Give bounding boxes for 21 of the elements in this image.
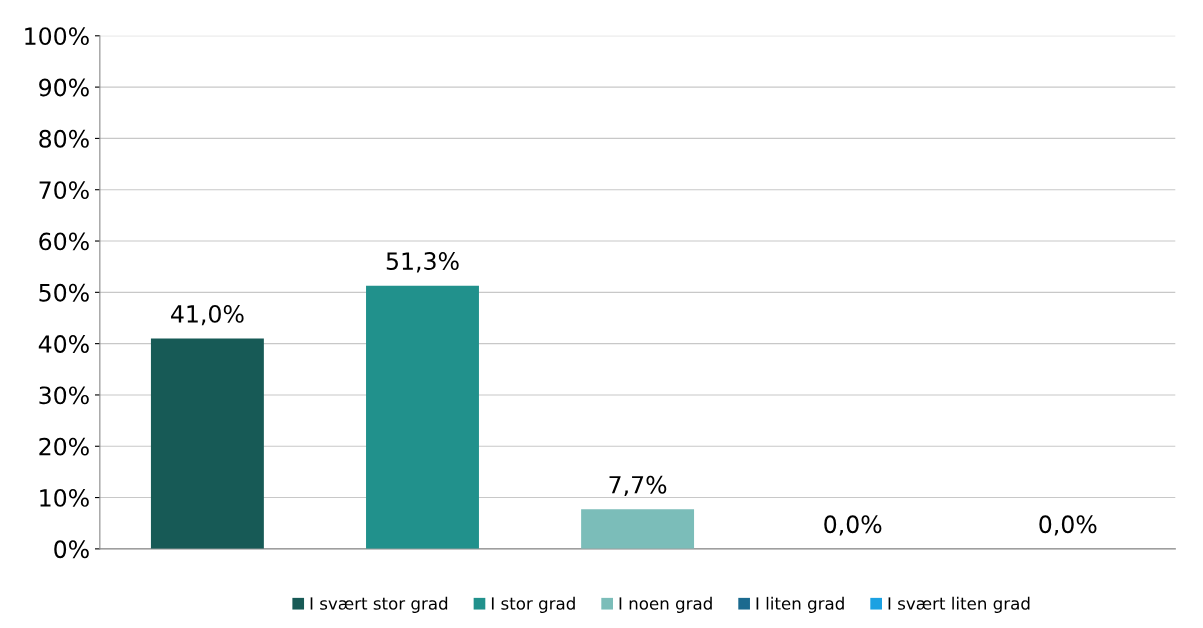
y-tick-label: 40% <box>38 335 89 353</box>
y-tick-label: 30% <box>39 386 89 405</box>
y-tick-label: 80% <box>39 129 89 148</box>
y-tick-label: 50% <box>39 283 89 302</box>
y-tick-label: 90% <box>39 78 89 97</box>
y-tick-label: 70% <box>39 181 89 200</box>
legend-label: I noen grad <box>619 596 712 613</box>
y-tick-label: 10% <box>40 489 89 507</box>
legend-label: I stor grad <box>491 596 575 613</box>
data-label: 0,0% <box>1039 515 1097 536</box>
y-tick-label: 0% <box>54 540 89 559</box>
y-tick-label: 60% <box>39 232 89 251</box>
legend-label: I liten grad <box>756 596 844 613</box>
y-tick-label: 20% <box>39 437 89 456</box>
legend-label: I svært stor grad <box>310 596 448 613</box>
data-label: 0,0% <box>824 515 882 536</box>
y-tick-label: 100% <box>25 27 89 46</box>
data-label: 41,0% <box>171 304 244 326</box>
data-label: 7,7% <box>609 475 667 497</box>
data-label: 51,3% <box>386 252 459 273</box>
legend-label: I svært liten grad <box>888 596 1030 613</box>
